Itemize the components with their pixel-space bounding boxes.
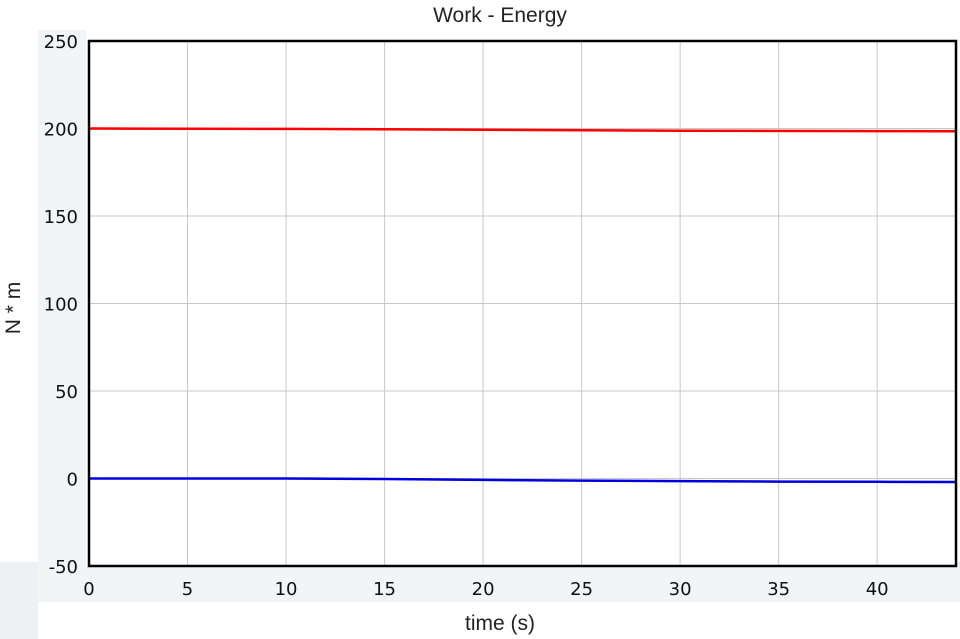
x-axis-label: time (s) xyxy=(465,612,535,635)
x-tick-label: 40 xyxy=(866,579,889,600)
y-tick-label: 0 xyxy=(67,470,78,491)
x-tick-label: 15 xyxy=(373,579,396,600)
x-tick-label: 0 xyxy=(83,579,94,600)
x-tick-strip xyxy=(38,566,960,602)
x-tick-label: 30 xyxy=(669,579,692,600)
x-tick-label: 10 xyxy=(275,579,298,600)
y-tick-label: 250 xyxy=(44,32,78,53)
series-group xyxy=(88,127,957,484)
x-tick-label: 5 xyxy=(182,579,193,600)
panel-background xyxy=(0,562,38,639)
y-tick-label: 50 xyxy=(55,382,78,403)
y-tick-label: 200 xyxy=(44,120,78,141)
y-tick-label: 100 xyxy=(44,295,78,316)
plot-frame xyxy=(87,39,958,568)
y-tick-strip xyxy=(38,30,86,570)
y-tick-label: 150 xyxy=(44,207,78,228)
x-tick-label: 35 xyxy=(767,579,790,600)
chart-title: Work - Energy xyxy=(433,4,567,27)
x-tick-label: 25 xyxy=(570,579,593,600)
y-tick-labels: -50 0 50 100 150 200 250 xyxy=(44,32,78,578)
x-tick-label: 20 xyxy=(472,579,495,600)
series-line-1 xyxy=(88,127,957,133)
y-axis-label: N * m xyxy=(2,282,25,335)
y-tick-label: -50 xyxy=(49,557,78,578)
series-line-2 xyxy=(89,477,957,484)
x-tick-labels: 0 5 10 15 20 25 30 35 40 xyxy=(83,579,888,600)
